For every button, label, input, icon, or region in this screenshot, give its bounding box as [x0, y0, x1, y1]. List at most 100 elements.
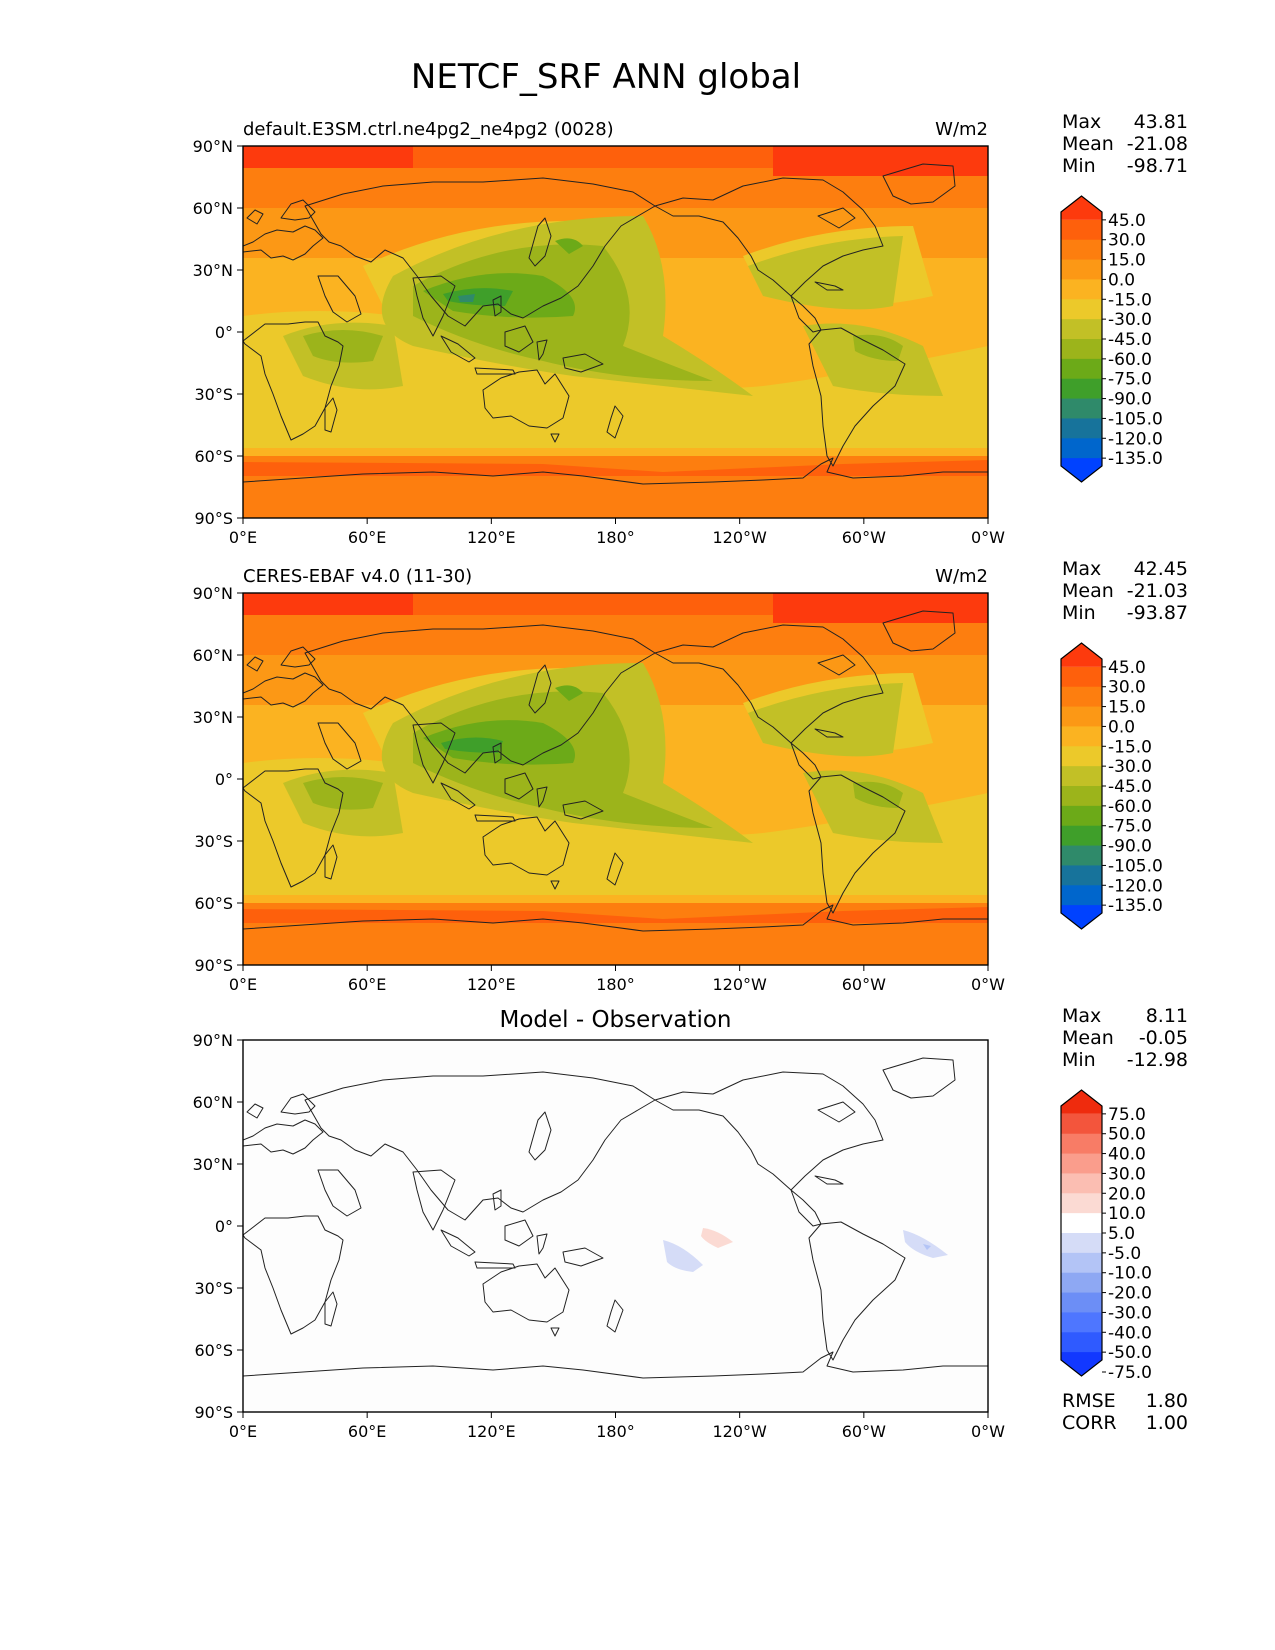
- stat-name: Max: [1062, 111, 1101, 133]
- colorbar-tick-label: -15.0: [1108, 737, 1152, 757]
- x-tick-label: 120°W: [712, 975, 767, 994]
- x-tick-label: 120°W: [712, 528, 767, 547]
- panel-label: CERES-EBAF v4.0 (11-30): [243, 566, 472, 587]
- colorbar-segment: [1061, 339, 1102, 360]
- colorbar-extend-max: [1061, 1090, 1102, 1114]
- stat-name: Mean: [1062, 580, 1114, 602]
- stat-value: -21.08: [1127, 133, 1188, 155]
- colorbar-tick-label: 30.0: [1108, 1164, 1146, 1184]
- y-tick-label: 90°S: [194, 1403, 233, 1422]
- colorbar-tick-label: 40.0: [1108, 1145, 1146, 1165]
- colorbar-tick-label: -20.0: [1108, 1284, 1152, 1304]
- y-tick-label: 0°: [215, 1217, 233, 1236]
- map-field: [243, 593, 988, 965]
- colorbar-tick-label: -40.0: [1108, 1323, 1152, 1343]
- colorbar-tick-label: -105.0: [1108, 409, 1163, 429]
- field-patch: [748, 683, 903, 757]
- y-tick-label: 90°N: [193, 1031, 233, 1050]
- stat-value: -12.98: [1127, 1049, 1188, 1071]
- map-field: [243, 1040, 988, 1412]
- field-band: [243, 1040, 988, 1412]
- metric-name: RMSE: [1062, 1390, 1116, 1412]
- field-patch: [923, 1244, 931, 1250]
- stat-name: Min: [1062, 155, 1096, 177]
- x-tick-label: 120°E: [467, 1422, 516, 1441]
- colorbar-segment: [1061, 219, 1102, 241]
- x-tick-label: 120°E: [467, 975, 516, 994]
- x-tick-label: 60°E: [348, 528, 386, 547]
- colorbar-segment: [1061, 319, 1102, 340]
- x-tick-label: 0°E: [229, 528, 257, 547]
- colorbar-tick-label: -135.0: [1108, 896, 1163, 916]
- panel-diff: Model - Observation 0°E 60°E 120°E 180° 120°W…: [193, 1005, 1188, 1441]
- stat-name: Min: [1062, 1049, 1096, 1071]
- colorbar-tick-label: 20.0: [1108, 1184, 1146, 1204]
- colorbar-tick-label: -75.0: [1108, 1363, 1152, 1383]
- colorbar-segment: [1061, 766, 1102, 787]
- stat-name: Max: [1062, 558, 1101, 580]
- x-tick-label: 0°W: [971, 528, 1005, 547]
- colorbar-tick-label: -15.0: [1108, 290, 1152, 310]
- field-patch: [663, 1240, 703, 1272]
- metric-value: 1.00: [1146, 1412, 1188, 1434]
- colorbar-segment: [1061, 1193, 1102, 1214]
- colorbar-segment: [1061, 1332, 1102, 1353]
- colorbar-segment: [1061, 418, 1102, 439]
- y-tick-label: 90°S: [194, 509, 233, 528]
- colorbar-extend-max: [1061, 643, 1102, 667]
- x-tick-label: 0°W: [971, 975, 1005, 994]
- field-patch: [748, 236, 903, 310]
- colorbar-segment: [1061, 1272, 1102, 1294]
- y-tick-label: 30°S: [194, 385, 233, 404]
- colorbar-segment: [1061, 398, 1102, 419]
- colorbar-tick-label: -50.0: [1108, 1343, 1152, 1363]
- field-patch: [555, 685, 583, 701]
- colorbar-outline: [1060, 195, 1103, 483]
- x-tick-label: 180°: [596, 1422, 635, 1441]
- colorbar-tick-label: 5.0: [1108, 1224, 1135, 1244]
- stat-name: Max: [1062, 1005, 1101, 1027]
- panel-label: default.E3SM.ctrl.ne4pg2_ne4pg2 (0028): [243, 119, 614, 140]
- stat-value: 42.45: [1134, 558, 1188, 580]
- x-tick-label: 0°E: [229, 975, 257, 994]
- colorbar-segment: [1061, 706, 1102, 727]
- colorbar-tick-label: -90.0: [1108, 390, 1152, 410]
- x-tick-label: 60°W: [842, 975, 886, 994]
- y-tick-label: 90°S: [194, 956, 233, 975]
- colorbar-segment: [1061, 1133, 1102, 1155]
- metric-value: 1.80: [1146, 1390, 1188, 1412]
- field-patch: [773, 146, 988, 176]
- colorbar-tick-label: -60.0: [1108, 350, 1152, 370]
- colorbar-segment: [1061, 666, 1102, 688]
- colorbar: 45.030.015.00.0-15.0-30.0-45.0-60.0-75.0…: [1060, 642, 1163, 930]
- panel-ref: CERES-EBAF v4.0 (11-30) W/m2 0°E 60°E 120°E 1…: [193, 558, 1188, 994]
- y-tick-label: 30°N: [193, 708, 233, 727]
- colorbar-segment: [1061, 438, 1102, 459]
- colorbar-tick-label: 30.0: [1108, 678, 1146, 698]
- x-tick-label: 60°E: [348, 1422, 386, 1441]
- colorbar-segment: [1061, 279, 1102, 300]
- colorbar-tick-label: 50.0: [1108, 1125, 1146, 1145]
- field-patch: [803, 770, 943, 843]
- stat-name: Mean: [1062, 1027, 1114, 1049]
- colorbar-segment: [1061, 845, 1102, 866]
- stat-value: 43.81: [1134, 111, 1188, 133]
- colorbar-segment: [1061, 746, 1102, 767]
- y-tick-label: 30°N: [193, 261, 233, 280]
- stat-value: 8.11: [1146, 1005, 1188, 1027]
- colorbar-segment: [1061, 1213, 1102, 1234]
- y-tick-label: 60°N: [193, 199, 233, 218]
- colorbar-tick-label: 75.0: [1108, 1105, 1146, 1125]
- panel-center-title: Model - Observation: [499, 1007, 731, 1033]
- stat-value: -93.87: [1127, 602, 1188, 624]
- colorbar-tick-label: -5.0: [1108, 1244, 1141, 1264]
- colorbar-segment: [1061, 299, 1102, 320]
- panel-test: default.E3SM.ctrl.ne4pg2_ne4pg2 (0028) W/…: [193, 111, 1188, 547]
- colorbar-tick-label: -60.0: [1108, 797, 1152, 817]
- colorbar-tick-label: -120.0: [1108, 876, 1163, 896]
- colorbar-extend-min: [1061, 458, 1102, 482]
- x-tick-label: 0°E: [229, 1422, 257, 1441]
- field-patch: [773, 593, 988, 623]
- y-tick-label: 60°S: [194, 447, 233, 466]
- colorbar-segment: [1061, 358, 1102, 380]
